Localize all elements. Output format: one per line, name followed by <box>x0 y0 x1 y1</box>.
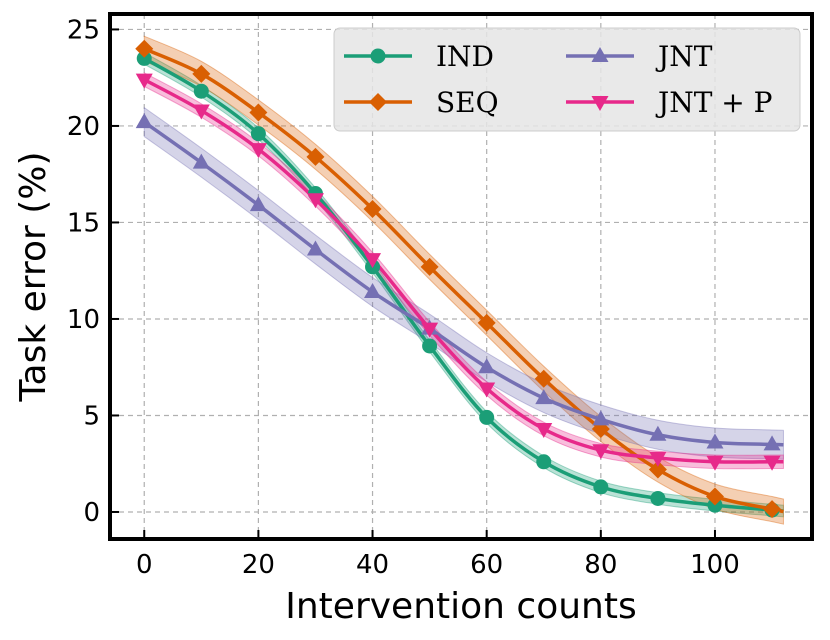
point-jnt <box>306 240 324 256</box>
series-markers <box>135 39 782 519</box>
point-seq <box>477 313 496 332</box>
point-jnt-p <box>364 253 382 269</box>
point-jnt-p <box>421 322 439 338</box>
x-axis-title: Intervention counts <box>285 586 637 627</box>
y-tick-label: 0 <box>83 498 100 528</box>
y-axis-title: Task error (%) <box>13 151 54 402</box>
legend-label-jnt: JNT <box>655 40 713 73</box>
point-ind <box>193 83 209 99</box>
point-jnt <box>192 153 210 169</box>
y-tick-label: 10 <box>67 305 100 335</box>
point-ind <box>650 490 666 506</box>
point-jnt-p <box>478 382 496 398</box>
point-jnt-p <box>763 455 781 471</box>
x-tick-label: 80 <box>584 550 617 580</box>
legend-label-seq: SEQ <box>436 86 499 119</box>
point-jnt <box>592 410 610 426</box>
band-jnt <box>143 106 784 460</box>
point-ind <box>479 409 495 425</box>
legend-box <box>333 27 801 132</box>
point-seq <box>363 199 382 218</box>
point-jnt <box>135 113 153 129</box>
y-tick-label: 20 <box>67 112 100 142</box>
point-seq <box>534 369 553 388</box>
point-jnt-p <box>706 455 724 471</box>
point-ind <box>593 479 609 495</box>
band-seq <box>143 35 784 525</box>
band-jnt-p <box>143 72 784 470</box>
point-jnt <box>649 425 667 441</box>
point-jnt-p <box>592 444 610 460</box>
point-seq <box>763 500 782 519</box>
point-ind <box>422 338 438 354</box>
point-seq <box>135 39 154 58</box>
point-jnt-p <box>649 451 667 467</box>
point-seq <box>648 460 667 479</box>
point-ind <box>136 50 152 66</box>
point-ind <box>536 454 552 470</box>
y-tick-label: 25 <box>67 15 100 45</box>
point-jnt-p <box>192 104 210 120</box>
y-tick-label: 5 <box>83 401 100 431</box>
point-seq <box>306 147 325 166</box>
point-jnt-p <box>135 73 153 89</box>
point-jnt <box>763 435 781 451</box>
x-tick-label: 20 <box>242 550 275 580</box>
point-jnt <box>535 389 553 405</box>
legend-label-ind: IND <box>436 40 494 73</box>
axis-ticks <box>110 28 716 539</box>
legend-marker-ind <box>370 48 386 64</box>
point-seq <box>420 257 439 276</box>
x-tick-label: 40 <box>356 550 389 580</box>
point-jnt-p <box>249 143 267 159</box>
point-seq <box>192 64 211 83</box>
y-tick-labels: 0 5 10 15 20 25 <box>67 15 100 528</box>
plot-frame <box>108 12 814 541</box>
point-ind <box>250 126 266 142</box>
point-seq <box>249 103 268 122</box>
x-tick-label: 100 <box>690 550 740 580</box>
legend: IND SEQ JNT JNT + P <box>333 27 801 132</box>
point-jnt <box>706 433 724 449</box>
point-jnt-p <box>306 193 324 209</box>
x-tick-labels: 0 20 40 60 80 100 <box>136 550 740 580</box>
point-jnt <box>364 282 382 298</box>
legend-label-jnt-p: JNT + P <box>655 86 773 119</box>
x-tick-label: 60 <box>470 550 503 580</box>
point-jnt-p <box>535 422 553 438</box>
legend-marker-seq <box>369 93 387 111</box>
line-jnt-p <box>143 78 784 464</box>
point-jnt <box>249 196 267 212</box>
point-jnt <box>478 358 496 374</box>
legend-marker-jnt-p <box>591 96 609 111</box>
y-tick-label: 15 <box>67 208 100 238</box>
point-seq <box>705 487 724 506</box>
legend-marker-jnt <box>591 47 609 62</box>
x-tick-label: 0 <box>136 550 153 580</box>
